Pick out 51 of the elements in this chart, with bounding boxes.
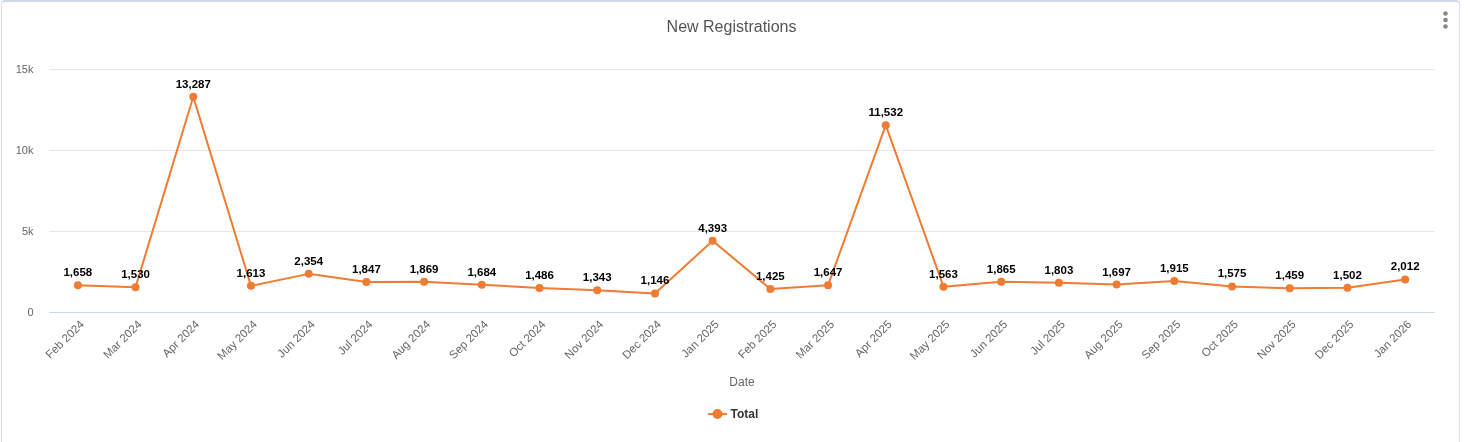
point — [1343, 283, 1352, 292]
y-tick-label: 5k — [21, 224, 34, 237]
data-label: 1,658 — [63, 266, 93, 279]
data-label: 13,287 — [175, 77, 211, 90]
data-label: 2,354 — [294, 254, 324, 267]
data-label: 1,575 — [1217, 267, 1248, 280]
data-label: 1,684 — [467, 265, 497, 278]
x-axis-title: Date — [729, 374, 755, 389]
data-label: 1,869 — [409, 262, 439, 275]
point — [881, 121, 890, 130]
data-label: 1,915 — [1159, 261, 1190, 274]
data-label: 1,847 — [352, 263, 381, 276]
data-label: 1,459 — [1275, 269, 1305, 282]
point — [650, 289, 659, 298]
point — [535, 283, 544, 292]
point — [766, 284, 775, 293]
point — [1170, 276, 1179, 285]
data-label: 4,393 — [698, 221, 728, 234]
y-tick-label: 15k — [15, 62, 34, 75]
point — [824, 281, 833, 290]
point — [420, 277, 429, 286]
data-label: 1,486 — [525, 268, 554, 281]
point — [304, 269, 313, 278]
point — [362, 278, 371, 287]
point — [1054, 278, 1063, 287]
point — [246, 281, 255, 290]
point — [1401, 275, 1410, 284]
data-label: 1,425 — [755, 269, 786, 282]
point — [1228, 282, 1237, 291]
data-label: 1,803 — [1044, 263, 1074, 276]
data-label: 1,502 — [1333, 268, 1362, 281]
point — [939, 282, 948, 291]
point — [593, 286, 602, 295]
y-tick-label: 10k — [15, 143, 34, 156]
point — [477, 280, 486, 289]
point — [189, 92, 198, 101]
data-label: 1,865 — [986, 262, 1017, 275]
y-tick-label: 0 — [27, 305, 34, 318]
point — [708, 236, 717, 245]
data-label: 2,012 — [1390, 260, 1420, 273]
point — [131, 283, 140, 292]
data-label: 11,532 — [868, 106, 904, 119]
point — [997, 277, 1006, 286]
chart-title: New Registrations — [666, 18, 797, 35]
point — [73, 281, 82, 290]
point — [1285, 284, 1294, 293]
point — [1112, 280, 1121, 289]
data-label: 1,146 — [640, 274, 670, 287]
data-label: 1,343 — [582, 271, 612, 284]
data-label: 1,697 — [1102, 265, 1131, 278]
legend-label: Total — [730, 407, 759, 421]
